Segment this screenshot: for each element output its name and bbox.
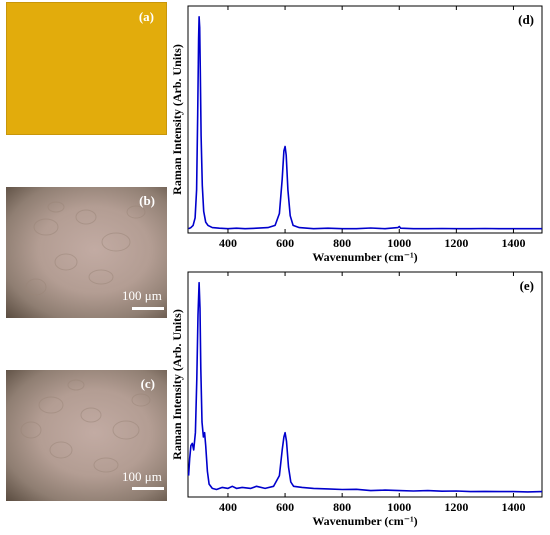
panel-label-b: (b)	[139, 193, 155, 208]
x-tick-label-e-800: 800	[333, 500, 351, 514]
spectrum-line-e	[187, 281, 543, 493]
panel-label-d: (d)	[518, 12, 534, 27]
micrograph-texture-c	[20, 379, 151, 473]
plot-frame-e	[187, 271, 543, 498]
x-tick-label-e-1000: 1000	[387, 500, 411, 514]
scale-bar-c	[132, 487, 164, 490]
scale-bar-b	[132, 307, 164, 310]
micrograph-b: (b) 100 μm	[6, 187, 167, 318]
spectrum-line-d	[188, 15, 542, 230]
x-tick-label-d-1400: 1400	[501, 236, 525, 250]
x-tick-label-d-1200: 1200	[444, 236, 468, 250]
plot-frame-d	[187, 5, 543, 234]
x-tick-label-d-600: 600	[276, 236, 294, 250]
panel-label-c: (c)	[140, 376, 155, 391]
x-tick-label-e-1200: 1200	[444, 500, 468, 514]
y-axis-label-d: Raman Intensity (Arb. Units)	[170, 44, 184, 195]
x-tick-label-d-800: 800	[333, 236, 351, 250]
micrograph-texture-b	[25, 201, 146, 296]
y-axis-label-e: Raman Intensity (Arb. Units)	[170, 309, 184, 460]
micrograph-c: (c) 100 μm	[6, 370, 167, 501]
x-tick-label-e-1400: 1400	[501, 500, 525, 514]
sample-photo-a: (a)	[6, 2, 167, 135]
scale-bar-label-b: 100 μm	[122, 288, 162, 303]
x-tick-label-e-400: 400	[219, 500, 237, 514]
x-axis-label-e: Wavenumber (cm⁻¹)	[312, 514, 417, 528]
panel-label-a: (a)	[138, 9, 154, 24]
x-tick-label-e-600: 600	[276, 500, 294, 514]
x-axis-label-d: Wavenumber (cm⁻¹)	[312, 250, 417, 264]
x-tick-label-d-400: 400	[219, 236, 237, 250]
x-tick-label-d-1000: 1000	[387, 236, 411, 250]
scale-bar-label-c: 100 μm	[122, 469, 162, 484]
panel-label-e: (e)	[520, 278, 534, 293]
